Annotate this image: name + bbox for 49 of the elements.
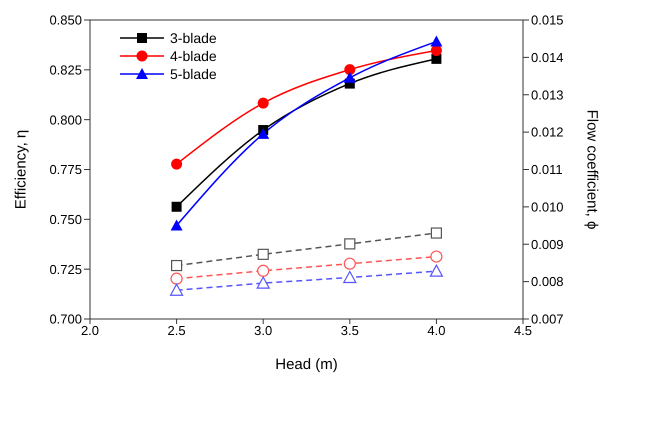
y2-tick-label: 0.007 <box>531 312 564 327</box>
point <box>171 158 182 170</box>
point <box>258 98 269 109</box>
point <box>257 128 270 139</box>
y-axis-title: Efficiency, η <box>12 130 30 210</box>
point <box>256 276 270 289</box>
y-tick-label: 0.750 <box>49 212 82 227</box>
y-tick-label: 0.700 <box>49 312 82 327</box>
y-tick-label: 0.825 <box>49 62 82 78</box>
legend-label: 3-blade <box>170 30 217 46</box>
y2-axis-title: Flow coefficient, ϕ <box>584 110 601 230</box>
point <box>344 258 356 270</box>
y-tick-label: 0.800 <box>49 112 82 128</box>
x-tick-label: 4.0 <box>427 323 446 338</box>
point <box>344 238 356 250</box>
y2-tick-label: 0.009 <box>531 236 564 252</box>
x-tick-label: 3.5 <box>340 323 359 338</box>
y2-tick-label: 0.008 <box>531 274 564 290</box>
point <box>430 227 442 239</box>
x-tick-label: 2.5 <box>168 323 186 338</box>
point <box>257 264 270 277</box>
point <box>430 45 442 56</box>
y2-tick-label: 0.013 <box>531 87 564 102</box>
point <box>171 260 182 272</box>
y-tick-label: 0.775 <box>49 162 82 178</box>
point <box>170 220 183 231</box>
legend-label: 4-blade <box>170 48 217 64</box>
y2-tick-label: 0.011 <box>531 162 563 178</box>
y-tick-label: 0.850 <box>49 12 82 28</box>
point <box>430 264 443 277</box>
y2-tick-label: 0.012 <box>531 124 564 140</box>
legend-label: 5-blade <box>170 66 217 82</box>
point <box>258 248 269 260</box>
point <box>344 64 356 76</box>
x-tick-label: 3.0 <box>254 323 272 338</box>
point <box>344 72 356 83</box>
point <box>172 202 182 212</box>
point <box>170 284 184 296</box>
point <box>170 272 183 285</box>
x-tick-label: 4.5 <box>514 323 532 338</box>
y2-tick-label: 0.010 <box>531 199 564 214</box>
x-tick-label: 2.0 <box>80 323 100 338</box>
y2-tick-label: 0.015 <box>531 12 564 28</box>
point <box>430 250 442 263</box>
point <box>343 270 356 284</box>
x-axis-title: Head (m) <box>275 356 338 373</box>
y-tick-label: 0.725 <box>49 262 82 277</box>
point <box>430 36 442 47</box>
y2-tick-label: 0.014 <box>531 50 564 65</box>
